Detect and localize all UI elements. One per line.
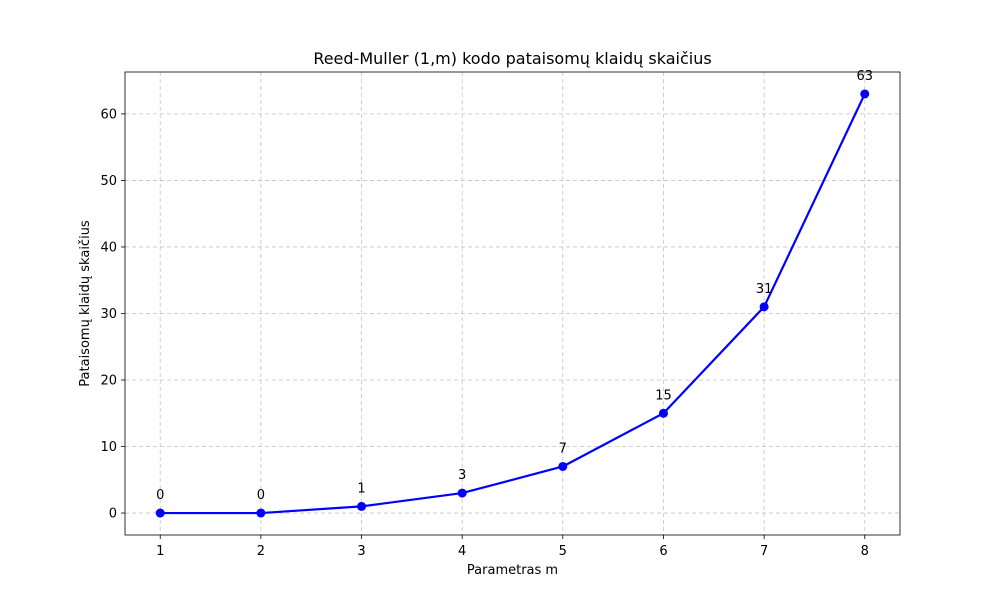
data-label: 0 bbox=[257, 488, 265, 503]
series bbox=[155, 89, 870, 518]
x-tick-label: 1 bbox=[156, 544, 164, 559]
data-label: 1 bbox=[357, 481, 365, 496]
x-tick-label: 5 bbox=[559, 544, 567, 559]
data-label: 7 bbox=[559, 441, 567, 456]
y-tick-label: 20 bbox=[100, 374, 117, 389]
data-label: 15 bbox=[655, 388, 672, 403]
x-tick-label: 2 bbox=[257, 544, 265, 559]
x-axis-label: Parametras m bbox=[467, 563, 558, 578]
data-label: 63 bbox=[856, 69, 873, 84]
y-tick-label: 0 bbox=[109, 507, 117, 522]
x-tick-label: 3 bbox=[357, 544, 365, 559]
y-tick-label: 50 bbox=[100, 174, 117, 189]
data-label: 0 bbox=[156, 488, 164, 503]
data-point-marker bbox=[457, 488, 467, 498]
chart-title: Reed-Muller (1,m) kodo pataisomų klaidų … bbox=[313, 49, 711, 68]
x-tick-label: 4 bbox=[458, 544, 466, 559]
series-line bbox=[160, 93, 866, 515]
data-point-marker bbox=[860, 89, 870, 99]
x-tick-label: 7 bbox=[760, 544, 768, 559]
y-tick-label: 10 bbox=[100, 440, 117, 455]
x-tick-label: 6 bbox=[659, 544, 667, 559]
data-point-marker bbox=[759, 302, 769, 312]
data-point-marker bbox=[558, 461, 568, 471]
data-label: 3 bbox=[458, 468, 466, 483]
data-label: 31 bbox=[756, 282, 773, 297]
x-tick-label: 8 bbox=[861, 544, 869, 559]
y-tick-label: 60 bbox=[100, 107, 117, 122]
y-tick-label: 40 bbox=[100, 240, 117, 255]
data-labels: 0 0 1 3 7 15 31 63 bbox=[156, 69, 873, 503]
data-point-marker bbox=[155, 508, 165, 518]
grid bbox=[125, 72, 900, 535]
y-axis-label: Pataisomų klaidų skaičius bbox=[78, 220, 93, 387]
data-point-marker bbox=[256, 508, 266, 518]
data-point-marker bbox=[658, 408, 668, 418]
y-tick-label: 30 bbox=[100, 307, 117, 322]
data-point-marker bbox=[357, 501, 367, 511]
plot-frame bbox=[124, 71, 901, 536]
